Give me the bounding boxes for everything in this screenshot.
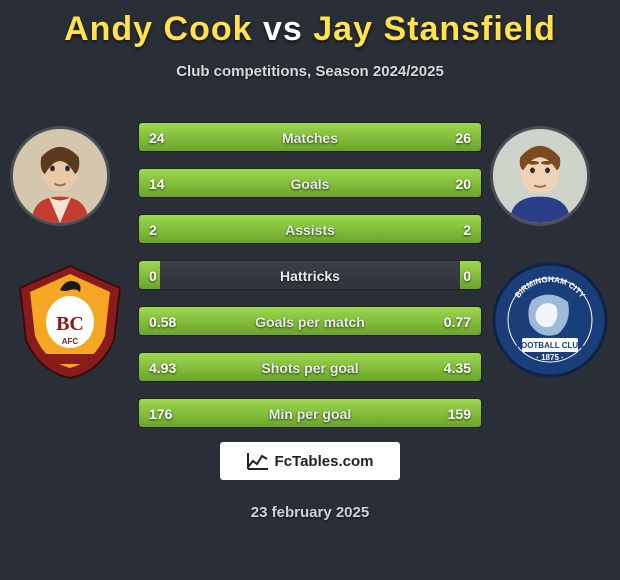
player1-avatar — [10, 126, 110, 226]
stat-row: 0.580.77Goals per match — [138, 306, 482, 336]
fctables-logo: FcTables.com — [220, 442, 400, 480]
stat-label: Goals per match — [139, 307, 481, 337]
stats-container: 2426Matches 1420Goals 22Assists 00Hattricks… — [138, 122, 482, 444]
stat-row: 176159Min per goal — [138, 398, 482, 428]
stat-row: 22Assists — [138, 214, 482, 244]
player1-club-badge: BC AFC — [10, 260, 130, 380]
vs-text: vs — [263, 10, 303, 48]
comparison-title: Andy Cook vs Jay Stansfield — [0, 0, 620, 49]
stat-label: Hattricks — [139, 261, 481, 291]
date-text: 23 february 2025 — [0, 504, 620, 521]
stat-row: 1420Goals — [138, 168, 482, 198]
player2-club-badge: FOOTBALL CLUB · 1875 · BIRMINGHAM CITY — [490, 260, 610, 380]
svg-text:BC: BC — [56, 313, 84, 335]
stat-row: 2426Matches — [138, 122, 482, 152]
stat-row: 00Hattricks — [138, 260, 482, 290]
stat-label: Goals — [139, 169, 481, 199]
stat-label: Assists — [139, 215, 481, 245]
player1-name: Andy Cook — [64, 10, 252, 48]
subtitle: Club competitions, Season 2024/2025 — [0, 63, 620, 80]
svg-text:FOOTBALL CLUB: FOOTBALL CLUB — [516, 341, 584, 350]
player2-avatar — [490, 126, 590, 226]
logo-text: FcTables.com — [275, 453, 374, 470]
player2-name: Jay Stansfield — [313, 10, 556, 48]
stat-row: 4.934.35Shots per goal — [138, 352, 482, 382]
stat-label: Matches — [139, 123, 481, 153]
svg-text:AFC: AFC — [62, 337, 79, 346]
stat-label: Shots per goal — [139, 353, 481, 383]
stat-label: Min per goal — [139, 399, 481, 429]
svg-text:· 1875 ·: · 1875 · — [536, 353, 564, 362]
